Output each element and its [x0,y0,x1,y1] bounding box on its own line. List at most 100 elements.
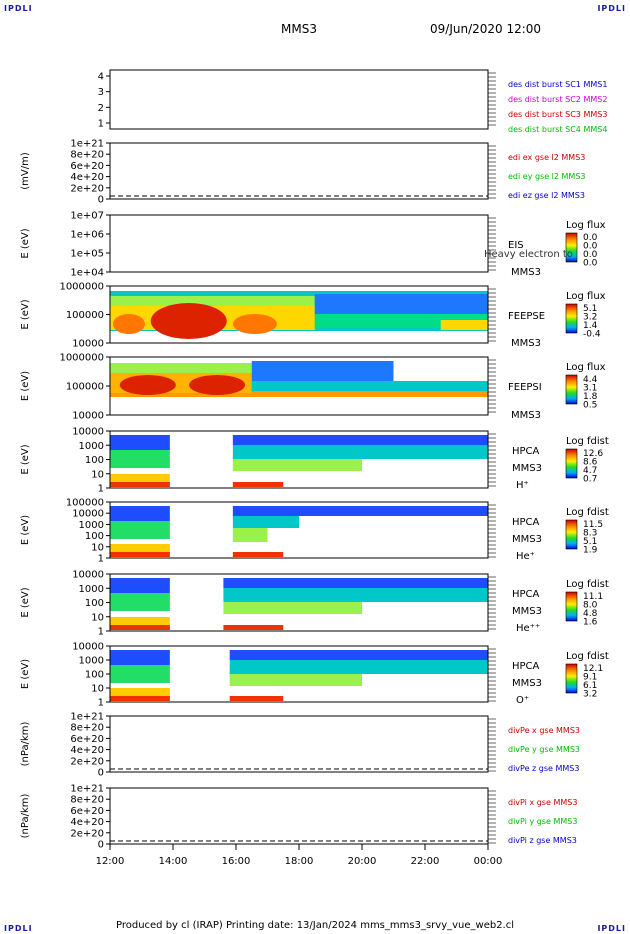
colorbar [565,374,578,405]
x-tick-label: 14:00 [159,856,188,867]
colorbar-tick-label: 3.2 [583,313,597,323]
colorbar-title: Log flux [566,220,606,231]
spectrogram-band [229,696,284,701]
y-tick-label: 10 [91,684,104,695]
y-tick-label: 4e+20 [70,172,104,183]
spectrogram-hotspot [232,314,277,334]
y-tick-label: 1e+04 [70,268,104,279]
y-tick-label: 100000 [66,382,104,393]
spectrogram-hotspot [119,375,176,395]
y-tick-label: 1000000 [59,353,104,364]
spectrogram-band [110,389,488,397]
y-tick-label: 8e+20 [70,723,104,734]
colorbar-tick-label: 12.6 [583,449,603,459]
y-tick-label: 1000 [79,584,104,595]
y-tick-label: 1e+21 [70,712,104,723]
y-tick-label: 4 [98,72,104,83]
y-axis-label: (mV/m) [20,152,31,190]
spectrogram-band [232,482,284,487]
colorbar-tick-label: 11.5 [583,520,603,530]
y-tick-label: 8e+20 [70,795,104,806]
y-tick-label: 10000 [72,339,104,350]
spectrogram-hotspot [112,314,145,334]
colorbar-tick-label: 4.8 [583,609,598,619]
spectrogram-band [223,578,488,588]
y-axis-label: E (eV) [20,371,31,401]
y-tick-label: 1 [98,119,104,130]
y-tick-label: 2e+20 [70,183,104,194]
y-tick-label: 1 [98,627,104,638]
colorbar-tick-label: 12.1 [583,664,603,674]
spacecraft-label: MMS3 [512,678,542,689]
spectrogram-band [110,593,170,611]
corner-label-tl: IPDLI [4,4,33,13]
legend-entry: divPi z gse MMS3 [508,836,577,845]
colorbar-tick-label: 0.0 [583,250,598,260]
legend-entry: divPe x gse MMS3 [508,726,580,735]
colorbar [565,303,578,334]
y-tick-label: 4e+20 [70,745,104,756]
y-tick-label: 6e+20 [70,806,104,817]
spectrogram-band [229,650,488,660]
x-tick-label: 20:00 [348,856,377,867]
y-tick-label: 2e+20 [70,828,104,839]
colorbar [565,663,578,694]
y-tick-label: 10000 [72,642,104,653]
y-axis-label: E (eV) [20,659,31,689]
panel-frame [109,501,489,559]
colorbar-title: Log fdist [566,507,609,518]
colorbar-tick-label: 3.2 [583,690,597,700]
legend-entry: divPi x gse MMS3 [508,798,577,807]
colorbar [565,448,578,479]
corner-label-tr: IPDLI [597,4,626,13]
y-tick-label: 10000 [72,427,104,438]
legend-entry: divPe z gse MMS3 [508,764,579,773]
instrument-label: HPCA [512,589,540,600]
overlay-label: Heavy electron to [484,249,573,260]
spacecraft-label: MMS3 [511,338,541,349]
colorbar-tick-label: 4.4 [583,375,598,385]
colorbar-tick-label: 1.6 [583,618,598,628]
spectrogram-band [229,674,362,686]
spectrogram-hotspot [150,303,227,339]
y-tick-label: 0 [98,840,104,851]
legend-entry: des dist burst SC2 MMS2 [508,95,607,104]
y-tick-label: 100000 [66,310,104,321]
spectrogram-band [110,450,170,468]
y-tick-label: 1 [98,698,104,709]
spacecraft-label: MMS3 [512,463,542,474]
panel-frame [109,787,489,845]
colorbar-tick-label: 0.7 [583,475,597,485]
colorbar-tick-label: 1.9 [583,546,598,556]
x-tick-label: 18:00 [285,856,314,867]
y-axis-label: E (eV) [20,228,31,258]
spectrogram-band [110,578,170,593]
colorbar-tick-label: 5.1 [583,537,597,547]
species-label: He⁺⁺ [516,623,540,634]
x-tick-label: 00:00 [474,856,503,867]
colorbar-tick-label: 8.6 [583,458,598,468]
spectrogram-band [110,625,170,630]
spectrogram-band [110,435,170,450]
y-tick-label: 8e+20 [70,150,104,161]
colorbar-tick-label: 0.5 [583,401,597,411]
legend-entry: edi ex gse l2 MMS3 [508,153,585,162]
colorbar-tick-label: 5.1 [583,304,597,314]
colorbar [565,519,578,550]
instrument-label: HPCA [512,446,540,457]
legend-entry: des dist burst SC3 MMS3 [508,110,607,119]
colorbar-tick-label: -0.4 [583,330,601,340]
colorbar-title: Log flux [566,291,606,302]
y-tick-label: 1000 [79,441,104,452]
colorbar-title: Log fdist [566,579,609,590]
panel-frame [109,142,489,200]
spectrogram-band [232,528,268,542]
spectrogram-band [232,516,299,528]
colorbar [565,591,578,622]
y-tick-label: 4e+20 [70,817,104,828]
colorbar [565,232,578,263]
spectrogram-band [110,696,170,701]
x-tick-label: 22:00 [411,856,440,867]
y-tick-label: 2 [98,103,104,114]
